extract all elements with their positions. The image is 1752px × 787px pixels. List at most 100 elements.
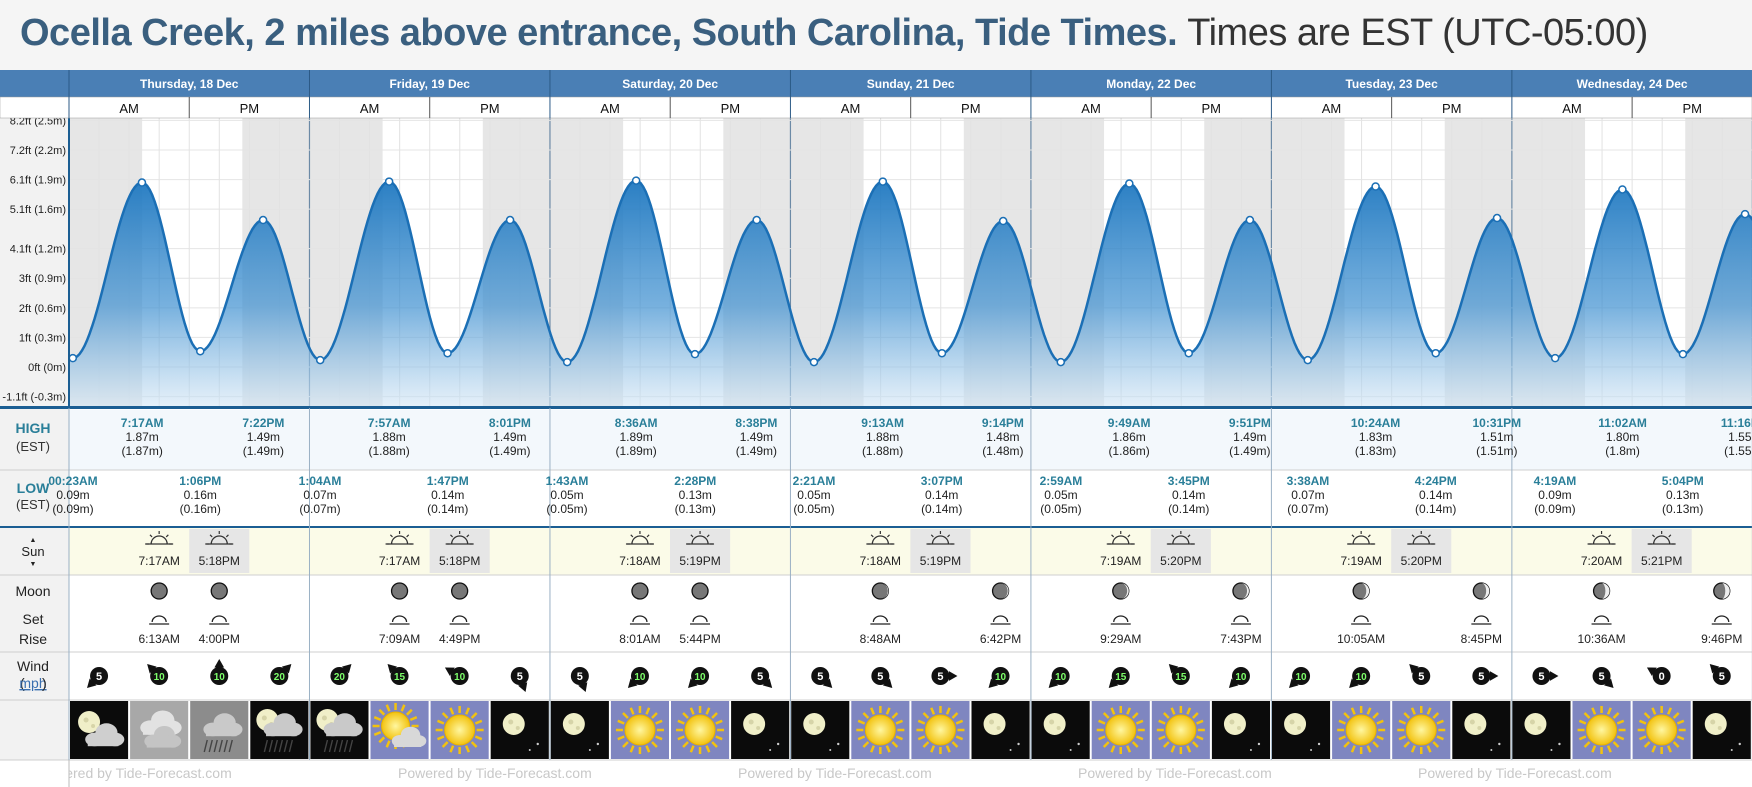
sun-ray bbox=[373, 716, 382, 722]
rain-drop bbox=[213, 739, 218, 753]
moon-disc bbox=[1284, 713, 1307, 735]
moon-crater bbox=[1049, 719, 1055, 725]
y-axis-tick-label: 8.2ft (2.5m) bbox=[10, 115, 66, 127]
sun-ray bbox=[1110, 707, 1116, 715]
sun-ray bbox=[209, 534, 213, 538]
moon-crater bbox=[1717, 726, 1722, 730]
sun-ray bbox=[1432, 712, 1440, 719]
moonset-icon bbox=[692, 615, 708, 623]
star bbox=[1558, 742, 1561, 746]
moon-event bbox=[209, 582, 230, 625]
weather-sunny-icon bbox=[1091, 701, 1150, 759]
moon-crater bbox=[816, 726, 821, 730]
high-tide-time: 10:24AM bbox=[1351, 416, 1400, 430]
high-tide-time: 9:13AM bbox=[861, 416, 904, 430]
wind-arrowhead bbox=[1228, 678, 1239, 689]
am-label: AM bbox=[600, 101, 620, 116]
wind-arrowhead bbox=[1168, 663, 1179, 674]
tide-extreme-point bbox=[809, 357, 819, 367]
sun-ray bbox=[1672, 712, 1680, 719]
day-label: Friday, 19 Dec bbox=[389, 77, 470, 91]
weather-clear-night-icon bbox=[791, 701, 850, 759]
cloud-shape bbox=[146, 739, 176, 748]
sunrise-icon bbox=[1587, 531, 1616, 545]
weather-clear-night-icon bbox=[1272, 701, 1331, 759]
wind-badge bbox=[270, 667, 289, 685]
wind-indicator: 10 bbox=[1048, 667, 1070, 689]
weather-cloudy-icon bbox=[130, 701, 189, 759]
wind-arrowhead bbox=[387, 663, 397, 674]
moon-crater bbox=[996, 726, 1001, 730]
sun-ray bbox=[1187, 534, 1191, 538]
sun-ray bbox=[465, 707, 470, 715]
wind-arrowhead bbox=[627, 678, 638, 689]
wind-unit-link[interactable]: mph bbox=[19, 675, 46, 691]
moon-crater bbox=[568, 719, 574, 725]
low-tide-height-alt: (0.07m) bbox=[1287, 502, 1328, 516]
am-label: AM bbox=[841, 101, 861, 116]
rain-drop bbox=[278, 739, 284, 753]
moon-event bbox=[1351, 582, 1372, 625]
pm-label: PM bbox=[961, 101, 981, 116]
weather-rain-night-icon bbox=[250, 701, 309, 759]
sun-ray bbox=[930, 707, 936, 715]
sun-ray bbox=[955, 719, 964, 725]
wind-speed: 15 bbox=[394, 672, 406, 683]
low-tide-height: 0.09m bbox=[56, 488, 89, 502]
rain-drop bbox=[328, 739, 334, 753]
wind-arrowhead bbox=[1489, 671, 1499, 681]
sun-ray bbox=[1608, 534, 1612, 538]
low-tide-time: 3:45PM bbox=[1168, 474, 1210, 488]
moon-event-time: 8:48AM bbox=[860, 632, 901, 646]
high-tide-time: 7:17AM bbox=[121, 416, 164, 430]
wind-badge bbox=[931, 667, 950, 685]
sun-ray bbox=[1186, 707, 1192, 715]
sun-ray bbox=[951, 712, 959, 719]
moon-event-time: 9:29AM bbox=[1100, 632, 1141, 646]
sun-ray bbox=[400, 704, 406, 712]
rain-drop bbox=[263, 739, 269, 753]
high-tide-time: 8:38PM bbox=[735, 416, 777, 430]
moon-event bbox=[629, 582, 650, 625]
sun-ray bbox=[441, 712, 449, 719]
moon-crater bbox=[1229, 719, 1235, 725]
low-tide-height: 0.07m bbox=[303, 488, 336, 502]
sun-ray bbox=[441, 741, 449, 748]
star bbox=[1249, 749, 1252, 751]
wind-indicator: 10 bbox=[988, 667, 1010, 689]
star bbox=[829, 749, 832, 751]
sunrise-time: 7:18AM bbox=[860, 554, 901, 568]
sun-ray bbox=[1162, 741, 1170, 748]
sun-ray bbox=[405, 708, 413, 716]
wind-badge bbox=[1712, 667, 1731, 685]
sun-arc bbox=[631, 535, 649, 545]
sun-ray bbox=[862, 741, 870, 748]
wind-badge bbox=[1352, 667, 1371, 685]
star bbox=[1310, 749, 1313, 751]
moon-event-time: 4:49PM bbox=[439, 632, 480, 646]
wind-speed: 10 bbox=[634, 672, 646, 683]
star bbox=[1017, 742, 1020, 746]
sun-ray bbox=[1367, 534, 1371, 538]
sun-arc bbox=[1112, 535, 1130, 545]
sunrise-icon bbox=[866, 531, 895, 545]
sun-ray bbox=[629, 745, 635, 753]
wind-arrowhead bbox=[822, 678, 833, 689]
sun-ray bbox=[1612, 741, 1620, 748]
rain-drop bbox=[268, 739, 274, 753]
low-tide-height-alt: (0.09m) bbox=[52, 502, 93, 516]
weather-clear-night-icon bbox=[731, 701, 790, 759]
sun-ray bbox=[1591, 534, 1595, 538]
sun-ray bbox=[1098, 735, 1106, 741]
pm-label: PM bbox=[1202, 101, 1222, 116]
wind-arrowhead bbox=[147, 663, 157, 674]
low-tide-height: 0.05m bbox=[550, 488, 583, 502]
sunset-icon bbox=[1407, 531, 1436, 545]
y-axis-tick-label: 2ft (0.6m) bbox=[19, 303, 66, 315]
footer-watermark: Powered by Tide-Forecast.com bbox=[1418, 765, 1612, 781]
moon-event bbox=[1110, 582, 1131, 625]
sunset-time: 5:19PM bbox=[679, 554, 720, 568]
sunrise-icon bbox=[1106, 531, 1135, 545]
high-tide-time: 10:31PM bbox=[1472, 416, 1521, 430]
sunset-icon bbox=[445, 531, 474, 545]
